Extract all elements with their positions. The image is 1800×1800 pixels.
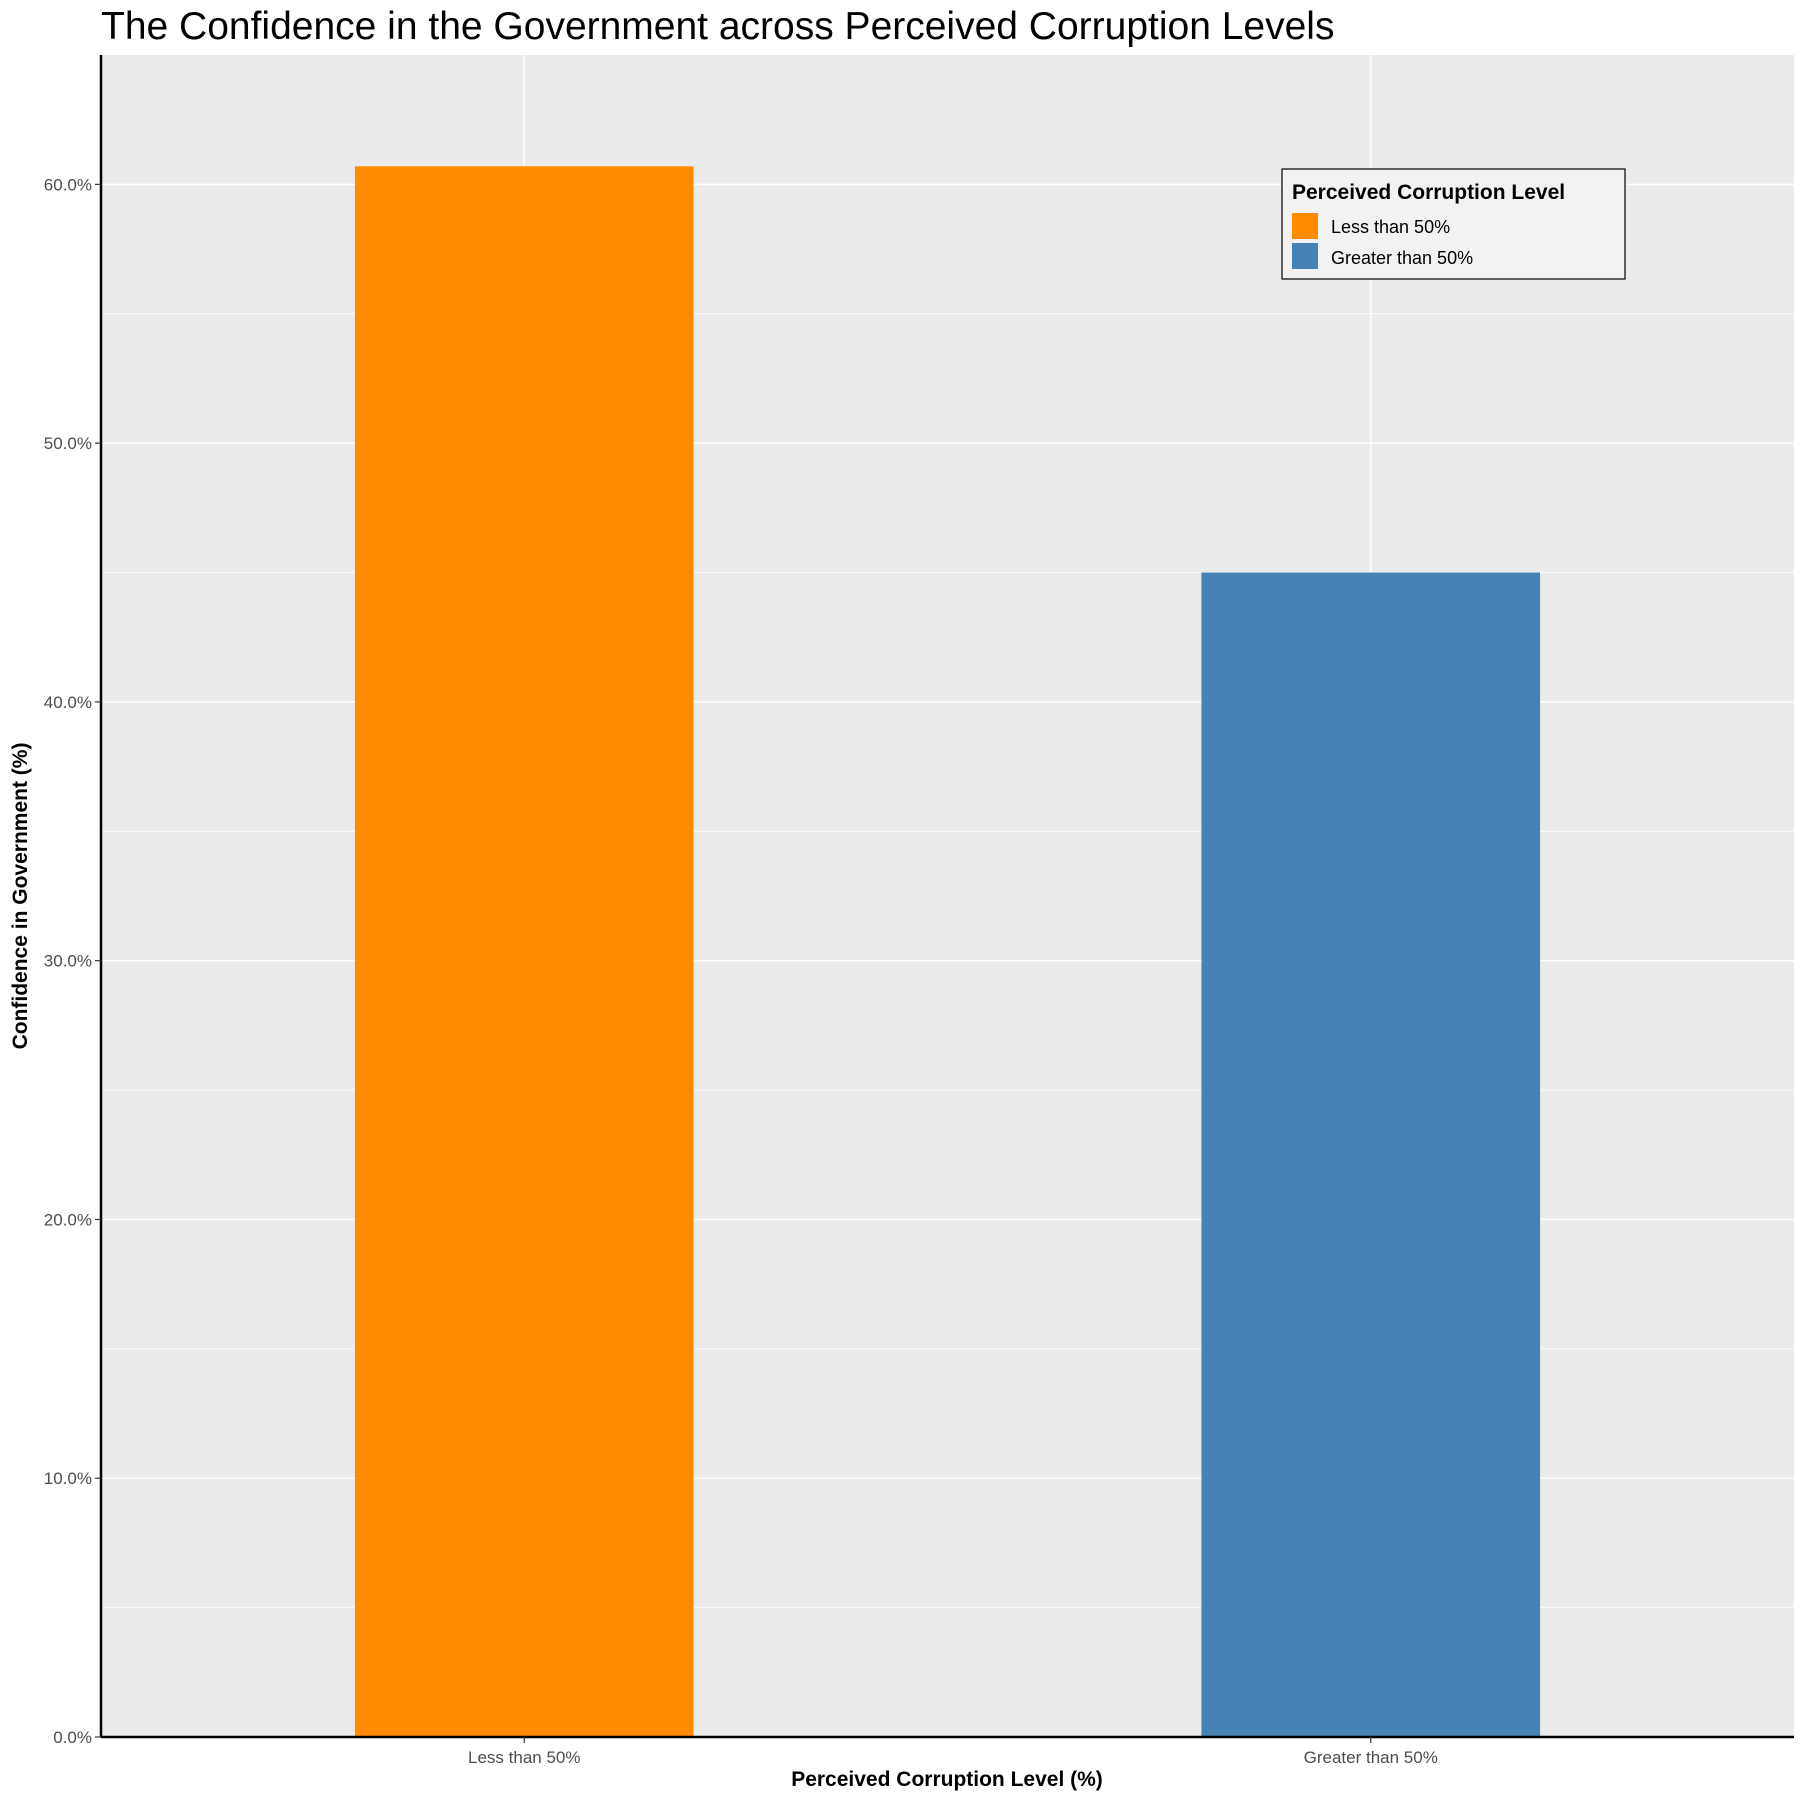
y-tick-label: 60.0% <box>44 175 92 194</box>
bar-0 <box>354 166 694 1738</box>
bar-1 <box>1201 572 1541 1737</box>
legend-label-greater-than-50: Greater than 50% <box>1331 248 1473 268</box>
y-tick-label: 0.0% <box>53 1728 92 1747</box>
y-tick-label: 10.0% <box>44 1469 92 1488</box>
x-tick-label: Greater than 50% <box>1304 1748 1438 1767</box>
y-tick-label: 30.0% <box>44 952 92 971</box>
bars <box>354 166 1541 1738</box>
y-axis-ticks: 0.0% 10.0% 20.0% 30.0% 40.0% 50.0% 60.0% <box>44 175 101 1747</box>
legend-title: Perceived Corruption Level <box>1292 181 1565 204</box>
x-axis-ticks: Less than 50% Greater than 50% <box>468 1737 1438 1767</box>
legend: Perceived Corruption Level Less than 50%… <box>1281 168 1626 280</box>
legend-swatch-greater-than-50 <box>1292 243 1318 269</box>
y-tick-label: 20.0% <box>44 1210 92 1229</box>
y-tick-label: 50.0% <box>44 434 92 453</box>
legend-label-less-than-50: Less than 50% <box>1331 217 1450 237</box>
y-axis-title: Confidence in Government (%) <box>9 743 32 1050</box>
chart-title: The Confidence in the Government across … <box>101 5 1334 48</box>
x-axis-title: Perceived Corruption Level (%) <box>791 1768 1103 1791</box>
legend-swatch-less-than-50 <box>1292 213 1318 239</box>
y-tick-label: 40.0% <box>44 693 92 712</box>
legend-box <box>1281 168 1626 280</box>
x-tick-label: Less than 50% <box>468 1748 580 1767</box>
